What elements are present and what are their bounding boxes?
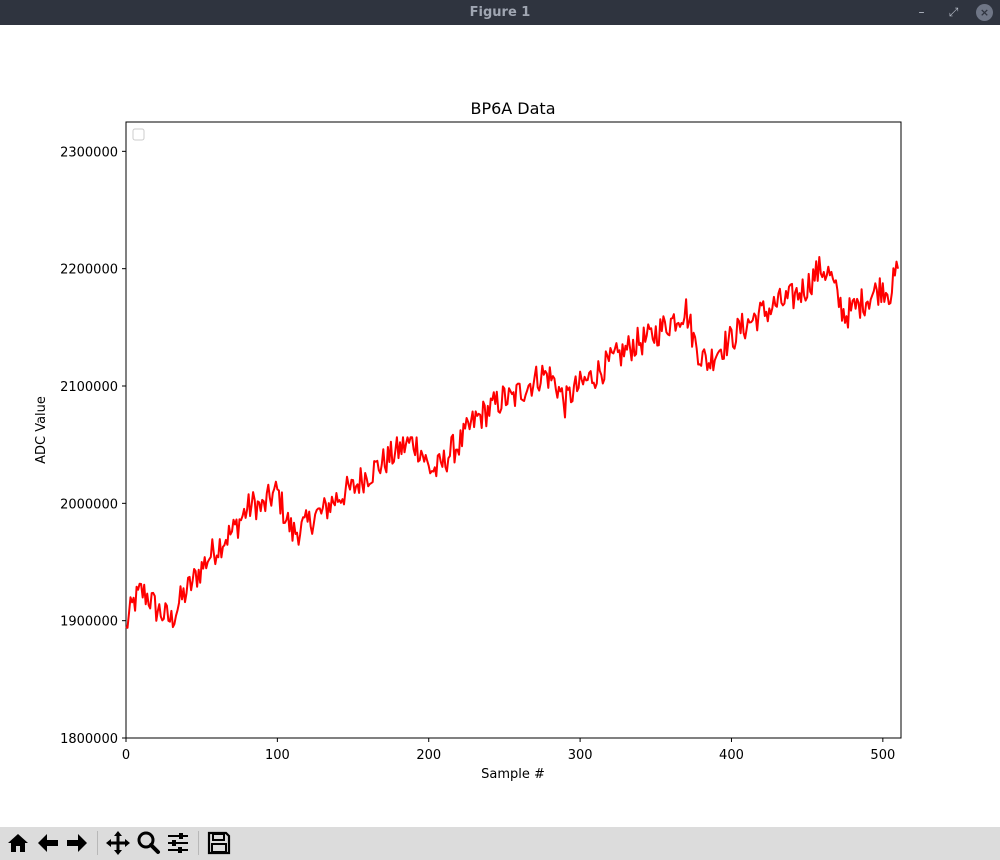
pan-button[interactable] (104, 829, 132, 857)
plot-area (125, 121, 902, 739)
window-title: Figure 1 (469, 5, 531, 20)
forward-button[interactable] (63, 829, 91, 857)
window-titlebar: Figure 1 – ⤢ × (0, 0, 1000, 25)
zoom-button[interactable] (134, 829, 162, 857)
configure-subplots-icon (168, 833, 188, 853)
x-tick-label: 300 (568, 748, 593, 763)
y-tick-label: 1800000 (60, 732, 118, 747)
y-tick-label: 2000000 (60, 497, 118, 512)
x-tick-label: 400 (719, 748, 744, 763)
home-button[interactable] (4, 829, 32, 857)
configure-subplots-button[interactable] (164, 829, 192, 857)
close-button[interactable]: × (976, 4, 993, 21)
save-button[interactable] (205, 829, 233, 857)
x-tick-label: 100 (265, 748, 290, 763)
chart-title: BP6A Data (470, 99, 555, 118)
home-icon (8, 834, 28, 852)
y-tick-label: 2300000 (60, 145, 118, 160)
toolbar-separator (97, 831, 98, 855)
x-axis-label: Sample # (481, 767, 545, 782)
y-tick-label: 1900000 (60, 615, 118, 630)
minimize-button[interactable]: – (918, 5, 925, 19)
x-tick-label: 0 (122, 748, 130, 763)
y-tick-label: 2200000 (60, 263, 118, 278)
series-line-adc (125, 256, 899, 629)
x-tick-label: 200 (416, 748, 441, 763)
y-tick-label: 2100000 (60, 380, 118, 395)
line-chart: BP6A Data 1800000 1900000 2000000 2100000 22… (34, 99, 902, 782)
legend-box (132, 128, 145, 141)
zoom-icon (137, 831, 160, 854)
forward-icon (67, 834, 87, 852)
pan-icon (106, 831, 130, 855)
y-axis-label: ADC Value (34, 396, 49, 464)
back-button[interactable] (34, 829, 62, 857)
x-axis: 0 100 200 300 400 500 (122, 738, 895, 763)
save-icon (207, 831, 231, 855)
toolbar-separator (198, 831, 199, 855)
x-tick-label: 500 (870, 748, 895, 763)
maximize-button[interactable]: ⤢ (948, 5, 959, 19)
figure-canvas: BP6A Data 1800000 1900000 2000000 2100000 22… (0, 25, 1000, 827)
y-axis: 1800000 1900000 2000000 2100000 2200000 23000… (60, 145, 126, 747)
back-icon (38, 834, 58, 852)
navigation-toolbar (0, 827, 1000, 860)
